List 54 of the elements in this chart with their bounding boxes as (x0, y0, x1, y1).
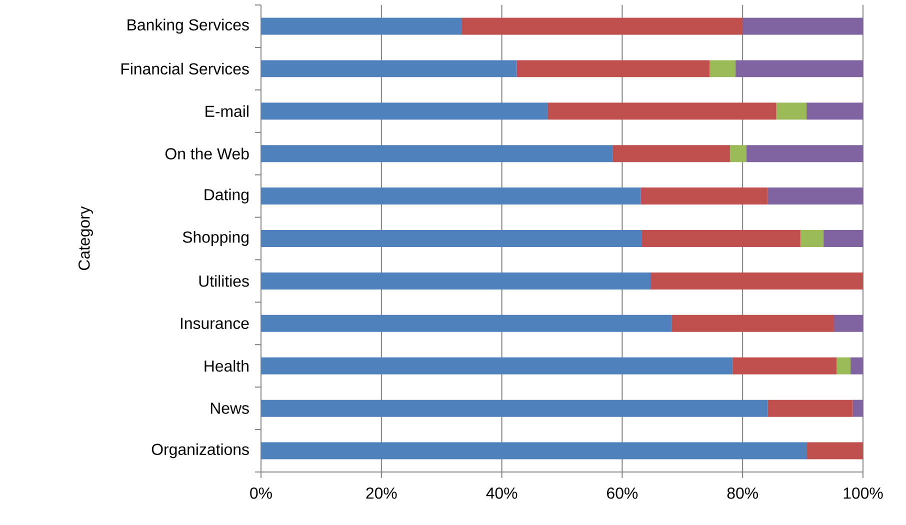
bar (852, 400, 864, 417)
bar (548, 102, 776, 120)
y-tick-label: Utilities (199, 275, 249, 287)
bar (836, 357, 850, 374)
y-tick-label: Organizations (152, 443, 249, 458)
y-tick-label: Health (204, 360, 248, 372)
bar (806, 102, 864, 120)
bar (768, 400, 853, 417)
x-tick-label: 0% (250, 488, 272, 499)
y-tick-label: Financial Services (121, 62, 249, 75)
bar (850, 357, 864, 374)
bar (261, 60, 517, 78)
bar (768, 188, 864, 205)
bar (261, 357, 732, 374)
bar (732, 357, 837, 374)
bar (261, 442, 808, 460)
bar (261, 18, 462, 35)
bar (776, 102, 806, 120)
bar (612, 145, 730, 162)
bar (641, 230, 800, 247)
x-tick-label: 60% (607, 488, 638, 499)
y-tick-label: Dating (204, 188, 248, 204)
bar (261, 314, 672, 332)
bar (516, 60, 710, 78)
bar (640, 188, 768, 205)
bar (807, 442, 864, 460)
bar (823, 230, 864, 247)
bar (261, 102, 548, 120)
bar (834, 314, 864, 332)
bar (800, 230, 824, 247)
bar (742, 18, 864, 35)
bar (261, 188, 641, 205)
bar (746, 145, 864, 162)
bar (261, 145, 613, 162)
x-tick-label: 40% (486, 488, 518, 499)
y-tick-label: E-mail (206, 105, 248, 117)
bar (261, 272, 650, 290)
bar (709, 60, 736, 78)
bar (735, 60, 864, 78)
y-tick-label: Shopping (182, 231, 248, 246)
y-tick-label: Banking Services (128, 18, 249, 34)
bar (261, 400, 768, 417)
x-tick-label: 80% (727, 488, 758, 499)
y-tick-label: Insurance (180, 318, 249, 329)
bar (461, 18, 743, 35)
y-axis-title: Category (78, 206, 93, 270)
bar (650, 272, 864, 290)
y-tick-label: On the Web (165, 148, 249, 160)
x-tick-label: 100% (844, 488, 883, 499)
x-tick-label: 20% (366, 488, 397, 499)
bar (730, 145, 746, 162)
bar (672, 314, 834, 332)
y-tick-label: News (210, 402, 249, 414)
bar (261, 230, 642, 247)
